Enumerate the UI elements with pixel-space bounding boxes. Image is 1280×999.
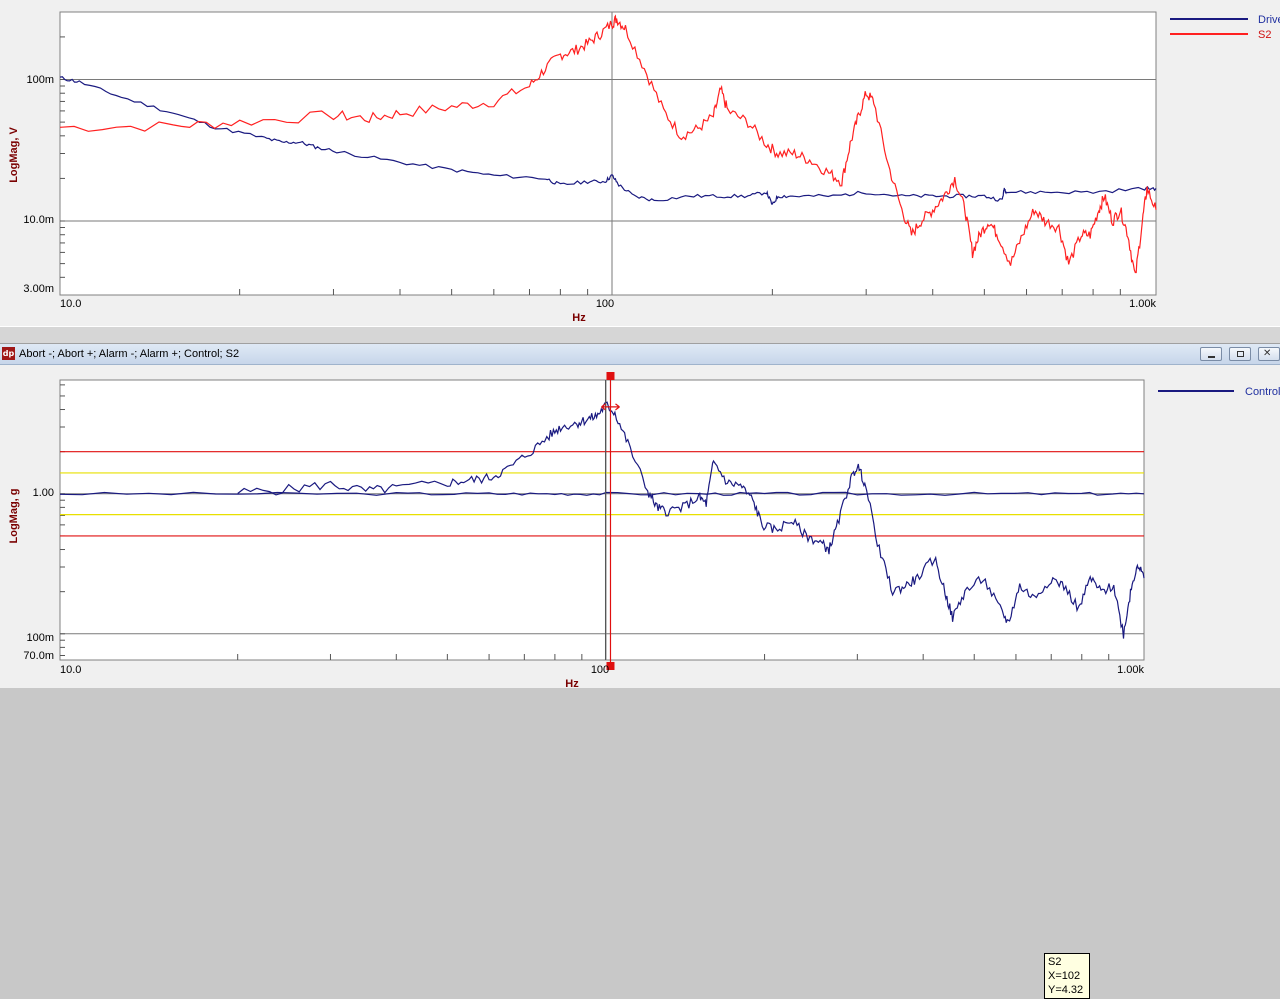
window-titlebar[interactable]: dp Abort -; Abort +; Alarm -; Alarm +; C… bbox=[0, 344, 1280, 365]
cursor-handle-top[interactable] bbox=[606, 372, 615, 380]
restore-icon bbox=[1237, 351, 1244, 357]
top-y-axis-title: LogMag, V bbox=[8, 127, 20, 183]
series-line-drive[interactable] bbox=[59, 76, 1157, 205]
bottom-x-tick-10: 10.0 bbox=[60, 664, 81, 676]
bottom-series-group bbox=[59, 401, 1145, 639]
top-grid bbox=[60, 12, 1156, 295]
bottom-plot-window: dp Abort -; Abort +; Alarm -; Alarm +; C… bbox=[0, 344, 1280, 999]
legend-label-control[interactable]: Control bbox=[1245, 386, 1280, 398]
bottom-y-tick-1: 1.00 bbox=[33, 487, 54, 499]
cursor-tooltip-series: S2 bbox=[1048, 956, 1062, 968]
top-minor-ticks bbox=[60, 36, 1121, 295]
bottom-x-axis-title: Hz bbox=[565, 678, 579, 688]
legend-label-drive[interactable]: Drive bbox=[1258, 14, 1280, 26]
bottom-plot-area[interactable] bbox=[59, 379, 1145, 661]
minimize-icon bbox=[1208, 356, 1215, 358]
restore-button[interactable] bbox=[1229, 347, 1251, 361]
cursor-drag-arrows-icon[interactable] bbox=[601, 403, 620, 411]
pane-splitter[interactable] bbox=[0, 326, 1280, 344]
cursor-tooltip-y: Y=4.32 bbox=[1048, 984, 1084, 996]
bottom-chart[interactable]: 1.00 100m 70.0m 10.0 100 1.00k Hz LogMag… bbox=[0, 344, 1280, 688]
cursor-tooltip-x: X=102 bbox=[1048, 970, 1081, 982]
legend-label-s2[interactable]: S2 bbox=[1258, 29, 1271, 41]
series-line-s2-bottom[interactable] bbox=[237, 401, 1145, 639]
series-line-s2[interactable] bbox=[59, 14, 1157, 274]
top-plot-pane: 100m 10.0m 3.00m 10.0 100 1.00k Hz LogMa… bbox=[0, 0, 1280, 326]
top-x-tick-100: 100 bbox=[596, 298, 614, 310]
top-x-axis-title: Hz bbox=[572, 312, 586, 324]
top-y-tick-3m: 3.00m bbox=[23, 283, 54, 295]
top-chart[interactable]: 100m 10.0m 3.00m 10.0 100 1.00k Hz LogMa… bbox=[0, 0, 1280, 326]
frequency-cursor[interactable] bbox=[601, 372, 620, 670]
cursor-handle-bottom[interactable] bbox=[606, 662, 615, 670]
bottom-x-tick-1k: 1.00k bbox=[1117, 664, 1144, 676]
bottom-x-tick-100: 100 bbox=[591, 664, 609, 676]
top-y-tick-100m: 100m bbox=[26, 74, 54, 86]
top-series-group bbox=[59, 14, 1157, 274]
top-x-tick-1k: 1.00k bbox=[1129, 298, 1156, 310]
limit-lines-group bbox=[60, 451, 1144, 537]
top-plot-area[interactable] bbox=[59, 11, 1157, 296]
app-logo-icon: dp bbox=[2, 347, 15, 360]
top-y-tick-10m: 10.0m bbox=[23, 214, 54, 226]
close-icon: ✕ bbox=[1263, 348, 1272, 359]
window-title: Abort -; Abort +; Alarm -; Alarm +; Cont… bbox=[19, 348, 240, 360]
minimize-button[interactable] bbox=[1200, 347, 1222, 361]
cursor-tooltip: S2 X=102 Y=4.32 bbox=[1044, 953, 1090, 999]
bottom-y-tick-100m: 100m bbox=[26, 632, 54, 644]
bottom-y-tick-70m: 70.0m bbox=[23, 650, 54, 662]
top-x-tick-10: 10.0 bbox=[60, 298, 81, 310]
bottom-y-axis-title: LogMag, g bbox=[8, 489, 20, 544]
